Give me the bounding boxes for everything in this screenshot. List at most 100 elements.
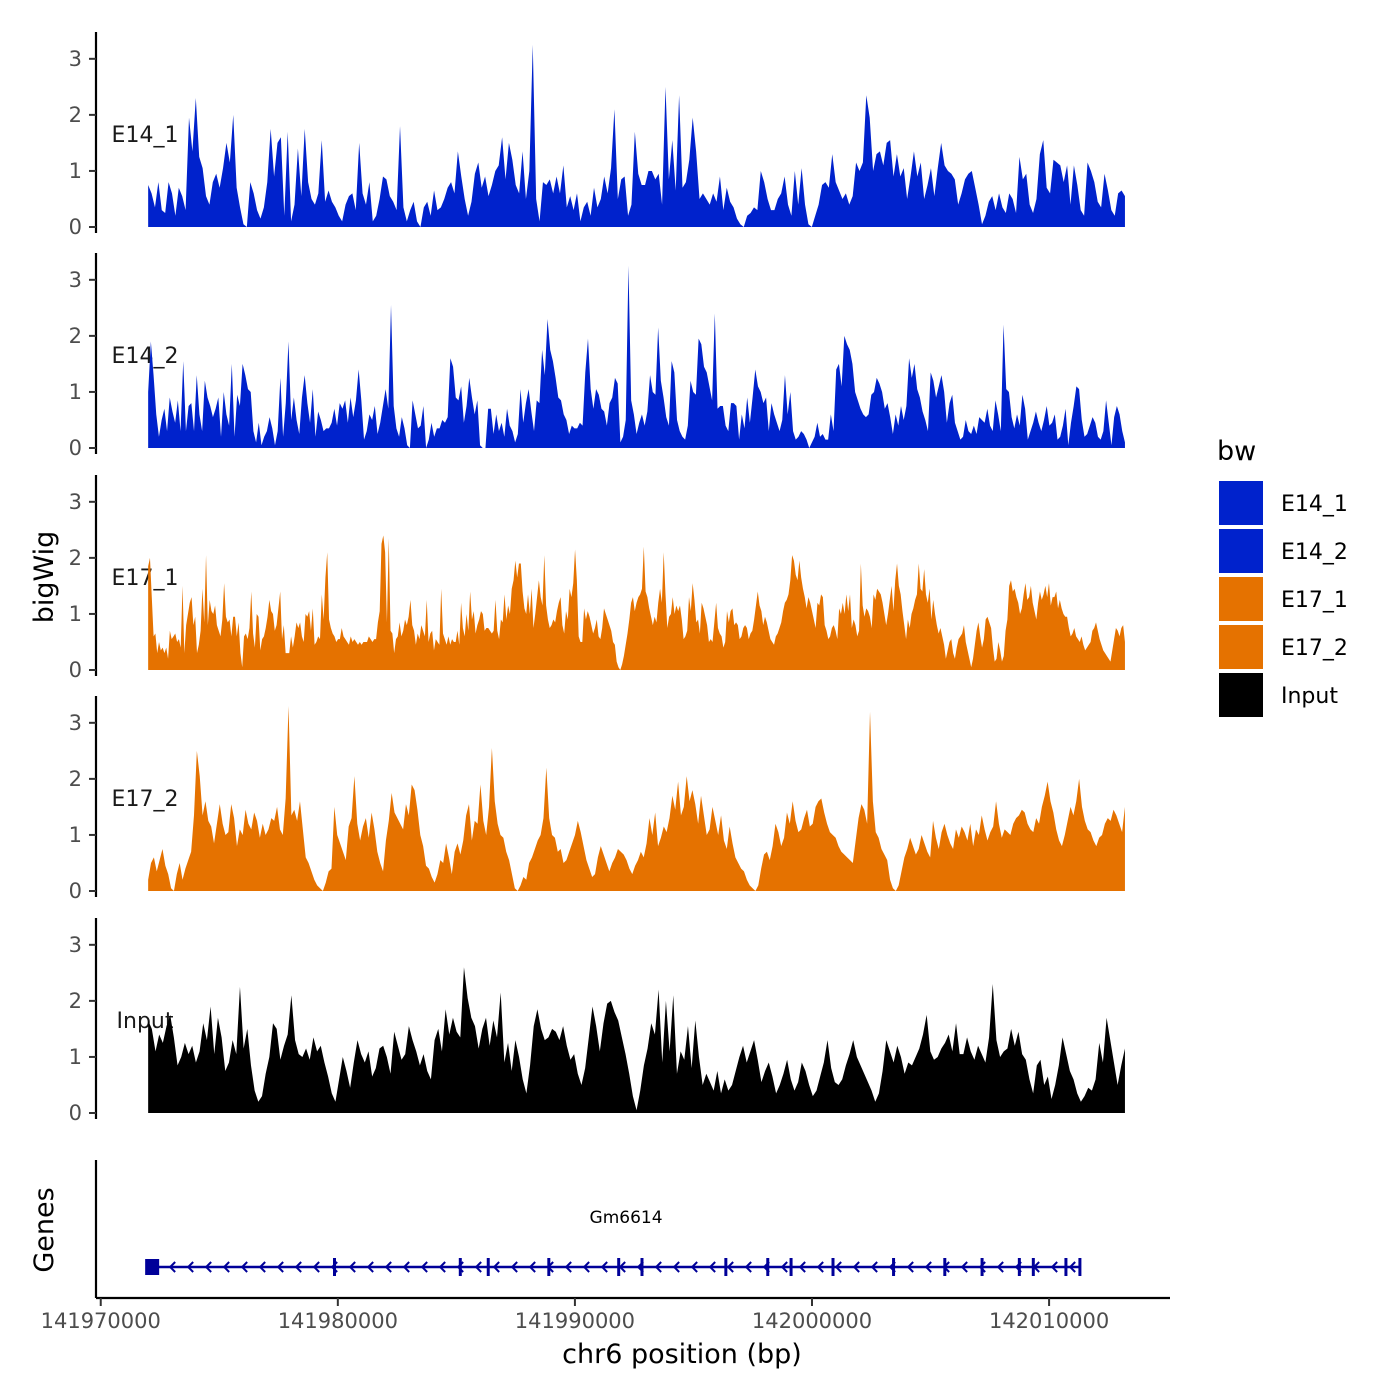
y-tick-label: 1	[69, 1045, 82, 1069]
strand-arrow	[420, 1261, 428, 1273]
x-tick-label: 142010000	[989, 1309, 1109, 1333]
strand-arrow	[618, 1261, 626, 1273]
y-tick-label: 3	[69, 490, 82, 514]
strand-arrow	[240, 1261, 248, 1273]
legend-label: E14_2	[1281, 540, 1348, 565]
y-tick-label: 0	[69, 879, 82, 903]
x-tick-label: 141990000	[515, 1309, 635, 1333]
legend-swatch	[1217, 671, 1265, 719]
strand-arrow	[186, 1261, 194, 1273]
y-tick-label: 0	[69, 215, 82, 239]
strand-arrow	[690, 1261, 698, 1273]
strand-arrow	[366, 1261, 374, 1273]
y-tick-label: 2	[69, 989, 82, 1013]
strand-arrow	[438, 1261, 446, 1273]
y-tick-label: 1	[69, 823, 82, 847]
legend-item-E17_1: E17_1	[1217, 575, 1348, 623]
track-E14_2: 0 1 2 3 E14_2	[69, 253, 1125, 460]
legend: bw E14_1 E14_2 E17_1 E17_2 Input	[1217, 436, 1348, 719]
gene-Gm6614: Gm6614	[145, 1208, 1082, 1276]
legend-item-E17_2: E17_2	[1217, 623, 1348, 671]
x-axis: 141970000 141980000 141990000 142000000 1420…	[41, 1296, 1170, 1333]
strand-arrow	[510, 1261, 518, 1273]
strand-arrow	[312, 1261, 320, 1273]
strand-arrow	[978, 1261, 986, 1273]
coverage-area-E17_2	[148, 706, 1125, 891]
legend-title: bw	[1217, 436, 1256, 467]
bigwig-tracks: 0 1 2 3 E14_1 0 1 2 3 E14_2 0 1 2 3 E17_1 0 1 2 3 E17_2 0 1 2 3…	[69, 32, 1125, 1125]
strand-arrow	[672, 1261, 680, 1273]
strand-arrow	[762, 1261, 770, 1273]
y-tick-label: 1	[69, 380, 82, 404]
strand-arrow	[1050, 1261, 1058, 1273]
legend-label: Input	[1281, 684, 1338, 709]
strand-arrow	[402, 1261, 410, 1273]
y-tick-label: 3	[69, 711, 82, 735]
strand-arrow	[276, 1261, 284, 1273]
legend-label: E17_1	[1281, 588, 1348, 613]
y-tick-label: 1	[69, 159, 82, 183]
gene-label: Gm6614	[590, 1208, 663, 1228]
legend-label: E17_2	[1281, 636, 1348, 661]
track-Input: 0 1 2 3 Input	[69, 918, 1125, 1125]
track-E17_1: 0 1 2 3 E17_1	[69, 475, 1125, 682]
track-label: E17_2	[112, 787, 179, 812]
genes-axis-title: Genes	[29, 1187, 60, 1272]
strand-arrow	[546, 1261, 554, 1273]
y-tick-label: 0	[69, 658, 82, 682]
strand-arrow	[1014, 1261, 1022, 1273]
y-tick-label: 3	[69, 268, 82, 292]
strand-arrow	[798, 1261, 806, 1273]
legend-item-E14_1: E14_1	[1217, 479, 1348, 527]
strand-arrow	[1032, 1261, 1040, 1273]
coverage-area-E17_1	[148, 535, 1125, 670]
strand-arrow	[924, 1261, 932, 1273]
strand-arrow	[996, 1261, 1004, 1273]
legend-item-E14_2: E14_2	[1217, 527, 1348, 575]
strand-arrow	[960, 1261, 968, 1273]
strand-arrow	[780, 1261, 788, 1273]
x-axis-title: chr6 position (bp)	[562, 1339, 802, 1370]
strand-arrow	[834, 1261, 842, 1273]
strand-arrow	[870, 1261, 878, 1273]
strand-arrow	[564, 1261, 572, 1273]
x-tick-label: 141970000	[41, 1309, 161, 1333]
y-tick-label: 3	[69, 47, 82, 71]
coverage-area-Input	[148, 967, 1125, 1113]
strand-arrow	[636, 1261, 644, 1273]
strand-arrow	[816, 1261, 824, 1273]
strand-arrow	[474, 1261, 482, 1273]
y-tick-label: 2	[69, 324, 82, 348]
y-axis-title: bigWig	[29, 531, 60, 624]
y-tick-label: 2	[69, 546, 82, 570]
legend-swatch	[1217, 479, 1265, 527]
strand-arrow	[654, 1261, 662, 1273]
track-label: E17_1	[112, 566, 179, 591]
y-tick-label: 1	[69, 602, 82, 626]
coverage-area-E14_1	[148, 44, 1125, 227]
legend-swatch	[1217, 575, 1265, 623]
legend-swatch	[1217, 527, 1265, 575]
strand-arrow	[528, 1261, 536, 1273]
strand-arrow	[294, 1261, 302, 1273]
strand-arrow	[906, 1261, 914, 1273]
y-tick-label: 0	[69, 1101, 82, 1125]
y-tick-label: 2	[69, 103, 82, 127]
strand-arrow	[744, 1261, 752, 1273]
genes-panel: Genes Gm6614	[29, 1160, 1082, 1298]
gene-models: Gm6614	[145, 1208, 1082, 1276]
strand-arrow	[888, 1261, 896, 1273]
coverage-area-E14_2	[148, 265, 1125, 448]
strand-arrow	[168, 1261, 176, 1273]
gene-first-exon	[145, 1259, 160, 1275]
track-E17_2: 0 1 2 3 E17_2	[69, 696, 1125, 903]
x-tick-label: 142000000	[752, 1309, 872, 1333]
strand-arrow	[492, 1261, 500, 1273]
strand-arrow	[456, 1261, 464, 1273]
legend-swatch	[1217, 623, 1265, 671]
y-tick-label: 2	[69, 767, 82, 791]
strand-arrow	[1068, 1261, 1076, 1273]
x-tick-label: 141980000	[278, 1309, 398, 1333]
